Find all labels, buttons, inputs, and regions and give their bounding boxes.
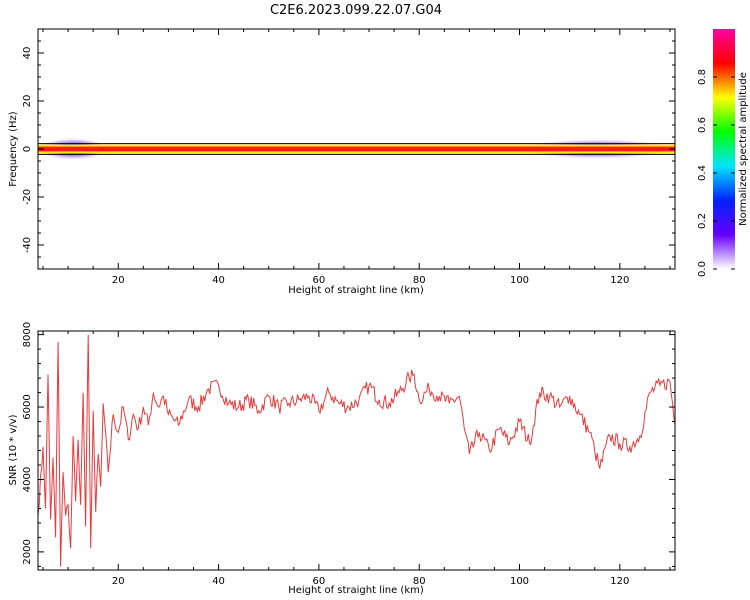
colorbar-tick-label: 0.2 (697, 213, 708, 229)
colorbar-tick-label: 0.0 (697, 261, 708, 277)
heatmap-y-tick-label: 0 (22, 146, 33, 152)
colorbar-tick-label: 0.4 (697, 165, 708, 181)
snr-x-tick-label: 100 (510, 576, 529, 587)
snr-plot-frame (37, 330, 676, 571)
snr-panel: 20 40 60 80 100 120 2000 4000 6000 8000 Height o… (8, 322, 676, 596)
heatmap-y-tick-label: -40 (22, 237, 33, 253)
snr-y-tick-label: 2000 (22, 539, 33, 564)
snr-y-tick-label: 6000 (22, 394, 33, 419)
heatmap-x-axis-label: Height of straight line (km) (288, 285, 424, 296)
snr-x-tick-label: 80 (413, 576, 426, 587)
heatmap-y-axis: -40 -20 0 20 40 (22, 28, 675, 270)
colorbar-tick-label: 0.6 (697, 117, 708, 133)
snr-x-tick-label: 40 (212, 576, 225, 587)
heatmap-y-tick-label: 40 (22, 47, 33, 60)
colorbar-ramp (713, 29, 735, 269)
colorbar-tick-label: 0.8 (697, 69, 708, 85)
snr-x-axis-label: Height of straight line (km) (288, 585, 424, 596)
heatmap-y-axis-label: Frequency (Hz) (8, 111, 19, 187)
colorbar: 0.0 0.2 0.4 0.6 0.8 Normalized spectral ampl… (697, 29, 749, 277)
snr-y-tick-label: 8000 (22, 322, 33, 347)
snr-x-tick-label: 120 (610, 576, 629, 587)
heatmap-x-tick-label: 40 (212, 275, 225, 286)
colorbar-ticks: 0.0 0.2 0.4 0.6 0.8 (697, 69, 735, 277)
heatmap-y-tick-label: -20 (22, 189, 33, 205)
heatmap-x-tick-label: 120 (610, 275, 629, 286)
heatmap-x-tick-label: 80 (413, 275, 426, 286)
snr-series-line (38, 334, 675, 567)
heatmap-x-tick-label: 20 (112, 275, 125, 286)
snr-x-axis: 20 40 60 80 100 120 (42, 331, 671, 587)
heatmap-signal-band (38, 138, 675, 160)
snr-y-axis-label: SNR (10 * v/v) (8, 414, 19, 485)
heatmap-y-tick-label: 20 (22, 95, 33, 108)
heatmap-x-tick-label: 60 (313, 275, 326, 286)
snr-y-tick-label: 4000 (22, 467, 33, 492)
heatmap-band-core (38, 146, 675, 152)
heatmap-x-tick-label: 100 (510, 275, 529, 286)
snr-x-tick-label: 20 (112, 576, 125, 587)
snr-x-tick-label: 60 (313, 576, 326, 587)
snr-y-axis: 2000 4000 6000 8000 (22, 322, 675, 567)
colorbar-label: Normalized spectral amplitude (738, 72, 749, 226)
figure-title: C2E6.2023.099.22.07.G04 (270, 3, 442, 18)
heatmap-x-axis: 20 40 60 80 100 120 (42, 29, 671, 286)
heatmap-panel: 20 40 60 80 100 120 -40 -20 0 20 40 Height of str… (8, 28, 676, 296)
